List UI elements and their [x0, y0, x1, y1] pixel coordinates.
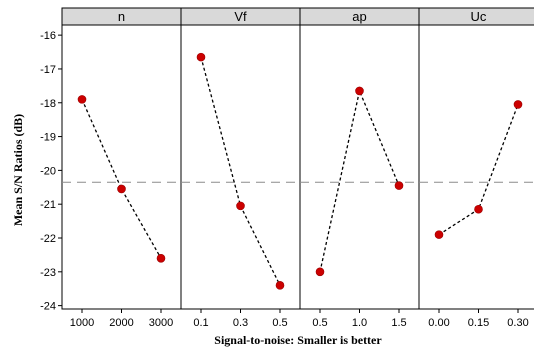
y-tick-label: -20	[40, 165, 56, 177]
x-tick-label: 0.30	[507, 317, 528, 329]
panels-layer: n 1000 2000 3000 Vf 0.1 0.3 0.5 ap 0.5 1.0 1.5 Uc 0.0…	[61, 7, 534, 329]
series-line	[81, 99, 162, 259]
x-tick-label: 0.5	[312, 317, 327, 329]
data-point	[434, 230, 444, 239]
data-point	[236, 201, 245, 211]
x-tick-label: 1.5	[391, 317, 406, 329]
data-point	[355, 86, 364, 96]
series-line	[200, 56, 281, 286]
panel-plot-area	[418, 24, 534, 310]
y-tick-label: -17	[40, 64, 56, 76]
panel-plot-area	[61, 24, 182, 310]
panel-ap: ap 0.5 1.0 1.5	[299, 7, 420, 329]
x-tick-label: 2000	[109, 317, 133, 329]
x-tick-label: 1.0	[352, 317, 367, 329]
panel-uc: Uc 0.00 0.15 0.30	[418, 7, 534, 329]
panel-plot-area	[180, 24, 301, 310]
panel-title: Vf	[234, 9, 247, 24]
data-point	[513, 100, 523, 109]
x-tick-label: 0.3	[233, 317, 248, 329]
data-point	[394, 181, 404, 190]
panel-vf: Vf 0.1 0.3 0.5	[180, 7, 301, 329]
x-tick-label: 3000	[149, 317, 173, 329]
y-tick-label: -21	[40, 199, 56, 211]
data-point	[315, 267, 325, 277]
x-tick-label: 1000	[70, 317, 94, 329]
data-point	[474, 204, 483, 214]
data-point	[196, 52, 206, 62]
panel-plot-area	[299, 24, 420, 310]
series-line	[319, 88, 400, 272]
y-tick-label: -24	[40, 301, 56, 313]
y-axis-label: Mean S/N Ratios (dB)	[11, 114, 25, 226]
data-point	[117, 184, 126, 194]
panel-title: ap	[352, 9, 366, 24]
y-axis: -16 -17 -18 -19 -20 -21 -22 -23 -24	[40, 30, 62, 313]
x-axis-label: Signal-to-noise: Smaller is better	[214, 333, 382, 347]
x-tick-label: 0.1	[193, 317, 208, 329]
data-point	[275, 281, 285, 290]
panel-title: n	[118, 9, 125, 24]
data-point	[77, 95, 87, 104]
y-tick-label: -16	[40, 30, 56, 42]
panel-title: Uc	[471, 9, 487, 24]
x-tick-label: 0.15	[468, 317, 489, 329]
y-tick-label: -19	[40, 132, 56, 144]
data-point	[156, 253, 166, 263]
panel-n: n 1000 2000 3000	[61, 7, 182, 329]
y-tick-label: -23	[40, 267, 56, 279]
y-tick-label: -22	[40, 233, 56, 245]
x-tick-label: 0.00	[428, 317, 449, 329]
y-tick-label: -18	[40, 98, 56, 110]
x-tick-label: 0.5	[272, 317, 287, 329]
